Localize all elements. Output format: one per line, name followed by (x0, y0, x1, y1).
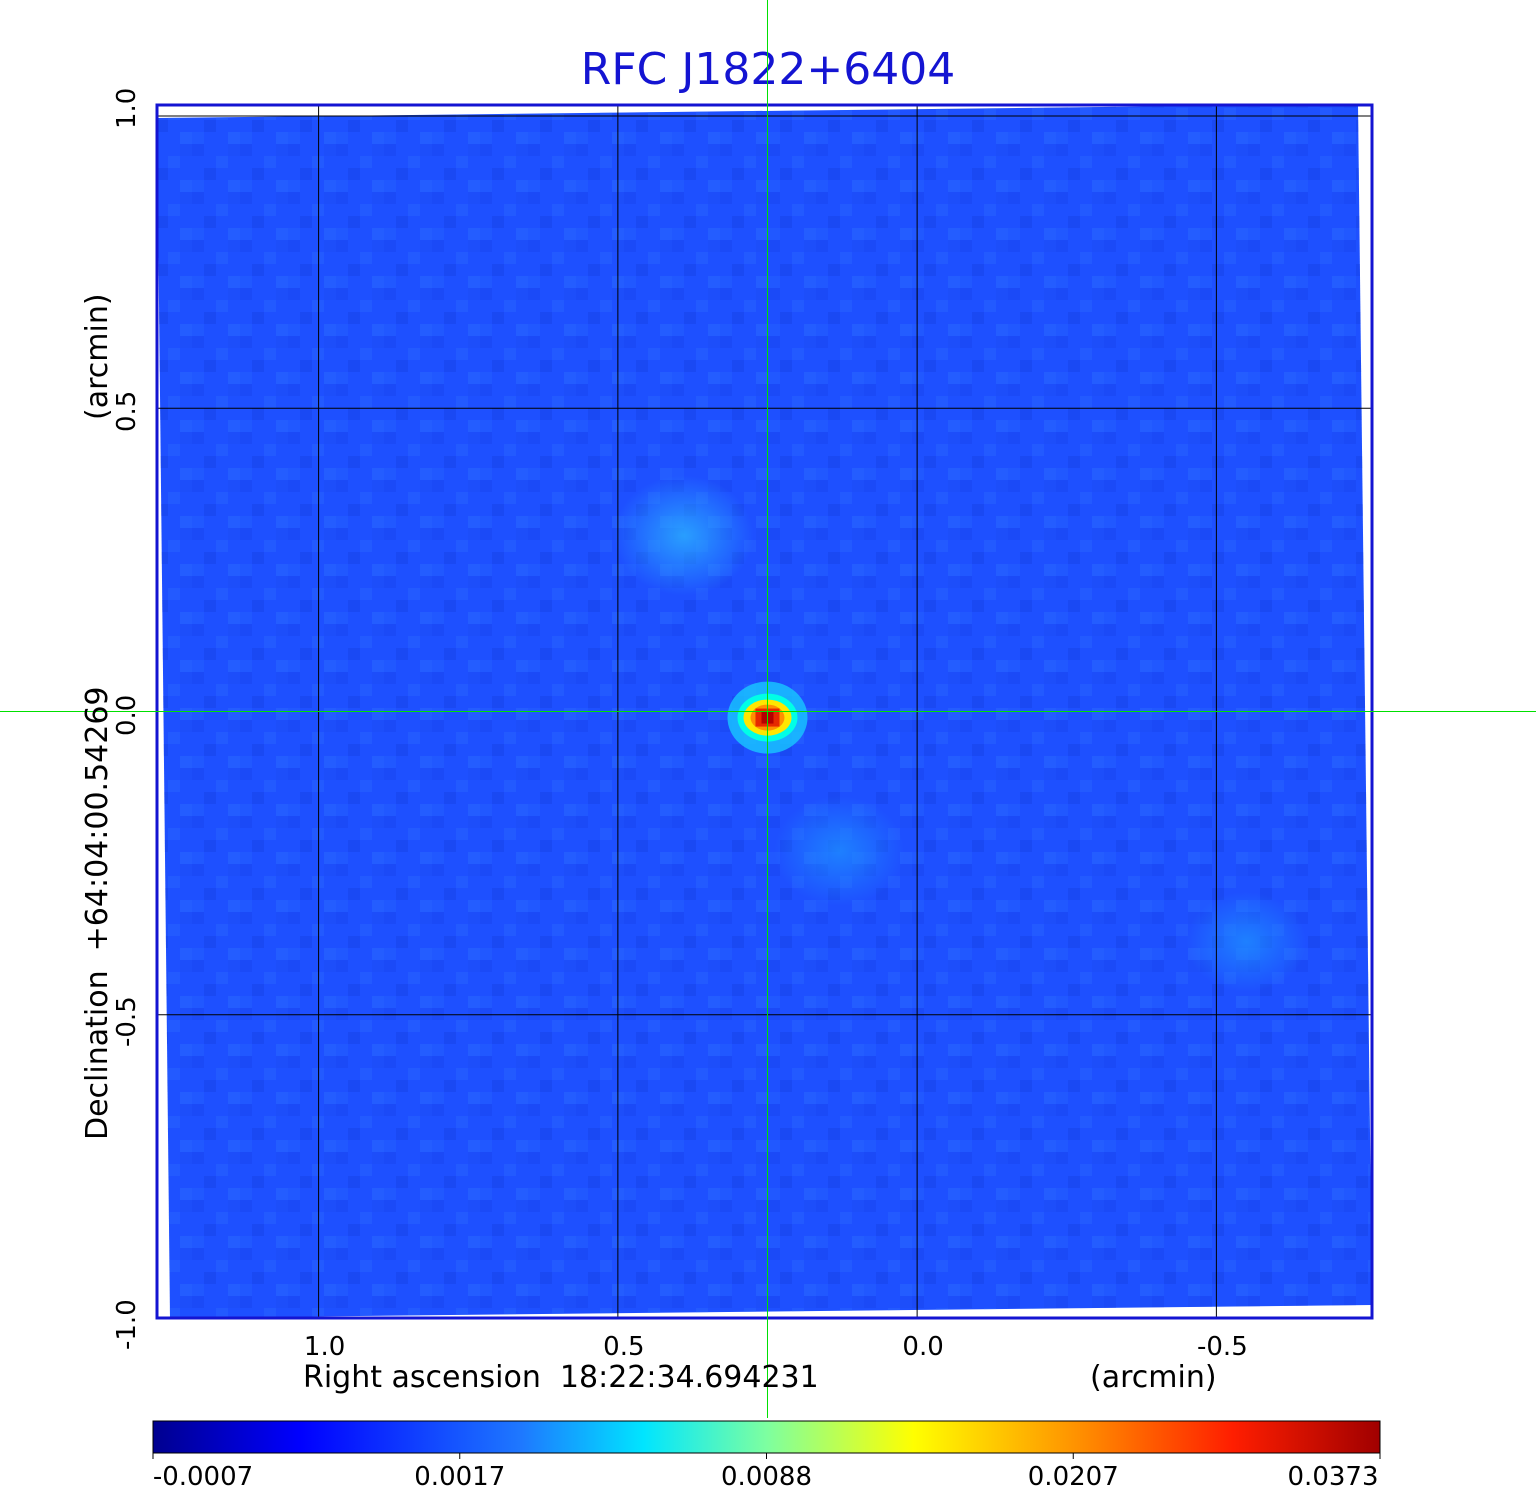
y-axis-label: Declination +64:04:00.54269 (80, 686, 115, 1140)
y-axis-unit: (arcmin) (80, 293, 115, 420)
x-tick-label: 0.5 (603, 1332, 645, 1362)
y-tick-label: 1.0 (112, 87, 142, 129)
faint-feature (774, 795, 905, 906)
colorbar-tick-label: 0.0017 (414, 1462, 506, 1492)
x-axis-unit: (arcmin) (1090, 1360, 1217, 1395)
y-tick-label: -0.5 (112, 996, 142, 1047)
crosshair (0, 0, 1536, 1418)
colorbar (152, 1420, 1381, 1459)
faint-feature (613, 475, 754, 596)
x-axis-label: Right ascension 18:22:34.694231 (303, 1360, 819, 1395)
y-tick-label: 0.0 (112, 694, 142, 736)
faint-feature (1186, 891, 1307, 992)
colorbar-gradient (152, 1420, 1381, 1454)
colorbar-tick-label: 0.0373 (1287, 1462, 1379, 1492)
y-tick-label: -1.0 (112, 1299, 142, 1350)
x-tick-label: 1.0 (303, 1332, 346, 1362)
colorbar-tick-label: -0.0007 (152, 1462, 254, 1492)
colorbar-tick-label: 0.0088 (721, 1462, 812, 1492)
colorbar-tick-label: 0.0207 (1027, 1462, 1119, 1492)
x-tick-label: 0.0 (902, 1332, 944, 1362)
x-tick-label: -0.5 (1197, 1332, 1248, 1362)
y-tick-label: 0.5 (112, 390, 142, 433)
